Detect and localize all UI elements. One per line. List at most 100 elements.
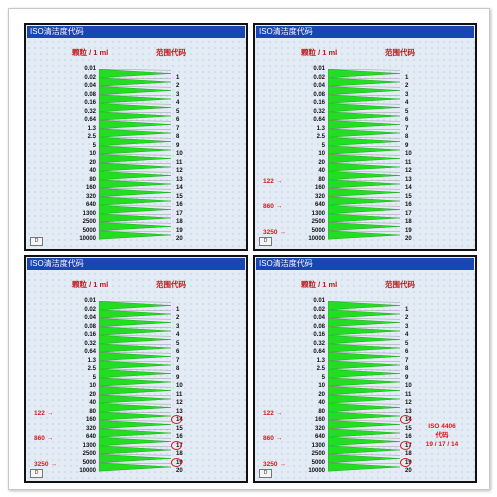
range-wedge [328, 120, 401, 129]
range-wedge [99, 230, 172, 240]
guide-line [328, 352, 401, 354]
guide-line [99, 386, 172, 388]
highlight-circle [171, 457, 182, 467]
guide-line [99, 454, 172, 456]
range-wedge [328, 145, 401, 155]
range-code: 13 [405, 176, 419, 185]
range-wedge [99, 403, 172, 412]
range-code-text: 12 [176, 168, 183, 174]
range-code: 9 [176, 374, 190, 383]
range-code: 11 [405, 159, 419, 168]
background-pattern [255, 271, 475, 481]
title-bar: ISO清洁度代码 [27, 26, 245, 38]
range-code: 9 [405, 142, 419, 151]
range-code-text: 7 [405, 125, 409, 132]
range-code-text: 18 [176, 219, 183, 225]
guide-line [328, 454, 401, 456]
range-wedges [328, 301, 401, 472]
guide-line [99, 86, 172, 88]
range-code-text: 8 [405, 134, 409, 140]
guide-line [328, 222, 401, 224]
count-marker: 860 → [263, 435, 301, 442]
particle-value: 10 [89, 383, 96, 389]
range-code: 18 [405, 450, 419, 459]
particles-header: 颗粒 / 1 ml [301, 48, 338, 57]
range-code: 15 [405, 193, 419, 202]
range-code-text: 16 [176, 434, 183, 440]
range-wedges [328, 69, 401, 240]
guide-line [99, 188, 172, 190]
range-codes: 1 2 3 4 5 6 7 8 9 10 11 12 13 14 15 16 17 18 19 20 [405, 74, 419, 244]
particle-value: 2500 [82, 451, 96, 457]
guide-line [99, 137, 172, 139]
range-code-text: 6 [405, 349, 409, 355]
range-code-text: 3 [176, 91, 180, 98]
range-code: 11 [176, 159, 190, 168]
small-button[interactable]: D [30, 237, 43, 246]
range-code: 17 [405, 210, 419, 219]
count-value: 122 [263, 409, 274, 417]
particle-value: 0.08 [313, 91, 325, 98]
range-code-text: 15 [176, 193, 183, 200]
count-value: 122 [263, 177, 274, 185]
guide-line [99, 403, 172, 405]
range-code: 18 [176, 218, 190, 227]
range-code: 13 [176, 176, 190, 185]
count-value: 860 [263, 203, 274, 210]
small-button[interactable]: D [259, 469, 272, 478]
particle-value: 0.04 [313, 83, 325, 89]
range-codes: 1 2 3 4 5 6 7 8 9 10 11 12 13 14 15 16 17 18 19 20 [171, 306, 190, 476]
range-code-text: 9 [405, 142, 409, 149]
particle-value: 80 [89, 408, 96, 415]
range-code-text: 13 [176, 176, 183, 183]
guide-line [99, 179, 172, 181]
range-wedge [99, 309, 172, 319]
guide-line [328, 462, 401, 464]
small-button[interactable]: D [30, 469, 43, 478]
particle-value: 40 [318, 400, 325, 406]
guide-line [99, 309, 172, 311]
range-code-text: 12 [405, 400, 412, 406]
range-wedge [99, 205, 172, 214]
title-bar: ISO清洁度代码 [27, 258, 245, 270]
guide-line [328, 394, 401, 396]
range-code: 12 [176, 167, 190, 176]
range-wedge [328, 86, 401, 95]
range-code-text: 15 [176, 425, 183, 432]
range-wedge [99, 77, 172, 87]
range-code: 18 [405, 218, 419, 227]
range-wedge [328, 428, 401, 438]
range-code-text: 9 [176, 142, 180, 149]
title-bar: ISO清洁度代码 [256, 26, 474, 38]
range-code: 7 [405, 125, 419, 134]
range-code-text: 1 [405, 74, 409, 81]
range-code-text: 16 [405, 434, 412, 440]
particle-value: 0.02 [84, 306, 96, 313]
guide-line [99, 352, 172, 354]
guide-line [99, 77, 172, 79]
range-wedge [328, 403, 401, 412]
guide-line [99, 428, 172, 430]
particle-value: 160 [85, 417, 96, 423]
range-wedges [99, 301, 172, 472]
range-code-text: 10 [176, 383, 183, 389]
guide-line [328, 428, 401, 430]
particle-value: 5000 [82, 227, 96, 234]
range-wedge [328, 230, 401, 240]
range-code-text: 4 [405, 332, 409, 338]
range-wedge [99, 326, 172, 336]
range-code: 19 [171, 457, 190, 468]
range-code: 7 [405, 357, 419, 366]
range-code-text: 2 [405, 83, 409, 89]
range-wedge [99, 445, 172, 455]
range-code: 6 [176, 348, 190, 357]
particle-value: 5000 [82, 459, 96, 466]
range-wedge [328, 318, 401, 327]
range-code: 2 [176, 82, 190, 91]
small-button[interactable]: D [259, 237, 272, 246]
particle-value: 10000 [79, 236, 96, 242]
highlight-circle [171, 440, 182, 450]
particle-value: 640 [85, 202, 96, 208]
range-wedge [99, 145, 172, 155]
range-code: 16 [405, 433, 419, 442]
